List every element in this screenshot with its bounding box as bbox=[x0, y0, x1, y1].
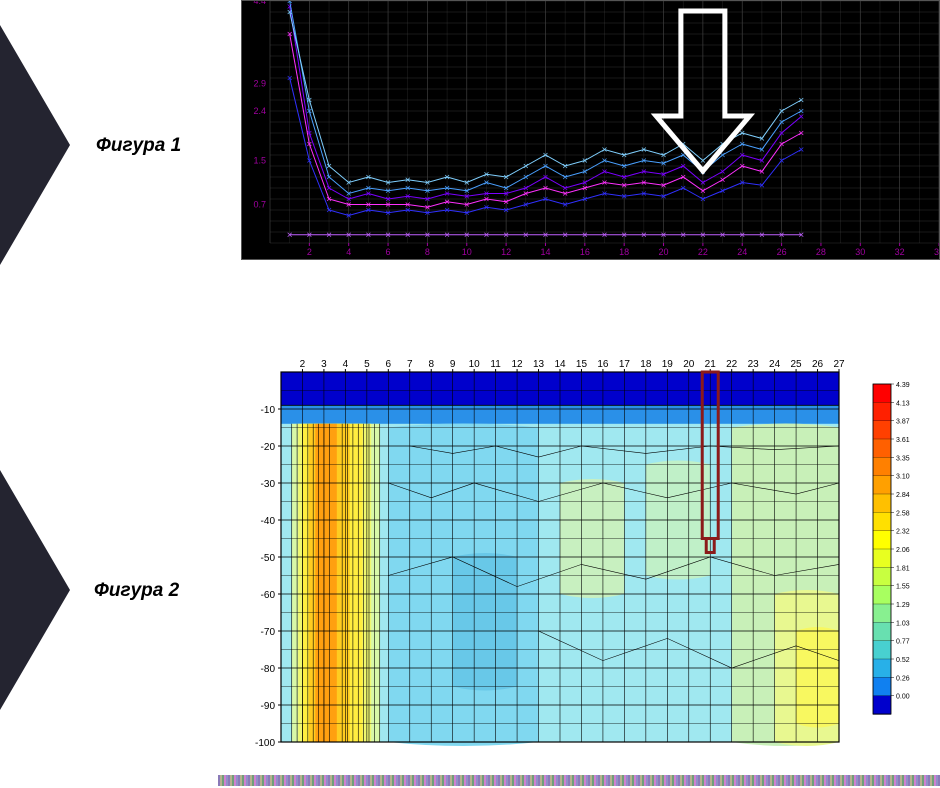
svg-text:-40: -40 bbox=[261, 516, 276, 527]
svg-text:2: 2 bbox=[300, 359, 306, 370]
svg-text:3.10: 3.10 bbox=[896, 474, 910, 481]
svg-text:28: 28 bbox=[816, 247, 826, 257]
svg-text:26: 26 bbox=[812, 359, 824, 370]
svg-text:2: 2 bbox=[307, 247, 312, 257]
svg-text:14: 14 bbox=[554, 359, 566, 370]
svg-text:20: 20 bbox=[683, 359, 695, 370]
svg-text:32: 32 bbox=[895, 247, 905, 257]
svg-text:23: 23 bbox=[748, 359, 760, 370]
svg-text:11: 11 bbox=[490, 359, 501, 370]
svg-text:0.7: 0.7 bbox=[253, 200, 266, 210]
svg-text:1.29: 1.29 bbox=[896, 602, 910, 609]
svg-text:15: 15 bbox=[576, 359, 588, 370]
svg-text:4: 4 bbox=[343, 359, 349, 370]
svg-text:0.77: 0.77 bbox=[896, 639, 910, 646]
svg-text:0.00: 0.00 bbox=[896, 694, 910, 701]
svg-text:12: 12 bbox=[501, 247, 511, 257]
triangle-decor-2 bbox=[0, 470, 70, 710]
svg-text:8: 8 bbox=[428, 359, 434, 370]
svg-text:2.4: 2.4 bbox=[253, 106, 266, 116]
svg-text:6: 6 bbox=[386, 359, 392, 370]
svg-text:17: 17 bbox=[619, 359, 631, 370]
svg-text:18: 18 bbox=[640, 359, 652, 370]
heatmap-chart-figure-2: 2345678910111213141516171819202122232425… bbox=[241, 354, 938, 756]
svg-text:22: 22 bbox=[726, 359, 738, 370]
svg-text:1.81: 1.81 bbox=[896, 565, 910, 572]
svg-text:-100: -100 bbox=[255, 738, 275, 749]
svg-text:2.58: 2.58 bbox=[896, 510, 910, 517]
svg-text:34: 34 bbox=[934, 247, 939, 257]
svg-text:5: 5 bbox=[364, 359, 370, 370]
svg-text:-80: -80 bbox=[261, 664, 276, 675]
svg-text:24: 24 bbox=[769, 359, 781, 370]
noise-strip bbox=[218, 775, 940, 786]
svg-text:2.9: 2.9 bbox=[253, 79, 266, 89]
svg-text:-10: -10 bbox=[261, 405, 276, 416]
svg-text:-60: -60 bbox=[261, 590, 276, 601]
line-chart-figure-1: 0.71.52.42.94.42468101214161820222426283… bbox=[241, 0, 940, 260]
svg-text:3.87: 3.87 bbox=[896, 419, 910, 426]
svg-text:14: 14 bbox=[540, 247, 550, 257]
svg-text:21: 21 bbox=[705, 359, 717, 370]
svg-text:4.13: 4.13 bbox=[896, 400, 910, 407]
svg-text:3.35: 3.35 bbox=[896, 455, 910, 462]
svg-text:10: 10 bbox=[462, 247, 472, 257]
svg-text:-90: -90 bbox=[261, 701, 276, 712]
figure-1-label: Фигура 1 bbox=[96, 135, 181, 157]
svg-text:7: 7 bbox=[407, 359, 413, 370]
svg-text:24: 24 bbox=[737, 247, 747, 257]
svg-text:20: 20 bbox=[659, 247, 669, 257]
svg-text:-30: -30 bbox=[261, 479, 276, 490]
svg-text:16: 16 bbox=[597, 359, 609, 370]
svg-text:-70: -70 bbox=[261, 627, 276, 638]
svg-text:3.61: 3.61 bbox=[896, 437, 910, 444]
figure-2-label: Фигура 2 bbox=[94, 580, 179, 602]
svg-text:12: 12 bbox=[512, 359, 524, 370]
svg-text:26: 26 bbox=[777, 247, 787, 257]
svg-text:1.55: 1.55 bbox=[896, 584, 910, 591]
svg-text:18: 18 bbox=[619, 247, 629, 257]
svg-text:19: 19 bbox=[662, 359, 674, 370]
svg-text:10: 10 bbox=[469, 359, 481, 370]
svg-text:13: 13 bbox=[533, 359, 545, 370]
svg-text:2.06: 2.06 bbox=[896, 547, 910, 554]
svg-text:2.32: 2.32 bbox=[896, 529, 910, 536]
svg-text:2.84: 2.84 bbox=[896, 492, 910, 499]
svg-text:8: 8 bbox=[425, 247, 430, 257]
svg-text:3: 3 bbox=[321, 359, 327, 370]
svg-text:0.26: 0.26 bbox=[896, 675, 910, 682]
svg-text:0.52: 0.52 bbox=[896, 657, 910, 664]
svg-text:4.39: 4.39 bbox=[896, 382, 910, 389]
svg-text:1.5: 1.5 bbox=[253, 156, 266, 166]
svg-text:25: 25 bbox=[791, 359, 803, 370]
svg-text:4.4: 4.4 bbox=[253, 1, 266, 6]
svg-text:16: 16 bbox=[580, 247, 590, 257]
svg-text:-50: -50 bbox=[261, 553, 276, 564]
svg-text:-20: -20 bbox=[261, 442, 276, 453]
svg-text:22: 22 bbox=[698, 247, 708, 257]
triangle-decor-1 bbox=[0, 25, 70, 265]
svg-text:27: 27 bbox=[833, 359, 845, 370]
svg-text:1.03: 1.03 bbox=[896, 620, 910, 627]
svg-text:4: 4 bbox=[346, 247, 351, 257]
svg-text:6: 6 bbox=[386, 247, 391, 257]
svg-text:30: 30 bbox=[855, 247, 865, 257]
svg-text:9: 9 bbox=[450, 359, 456, 370]
